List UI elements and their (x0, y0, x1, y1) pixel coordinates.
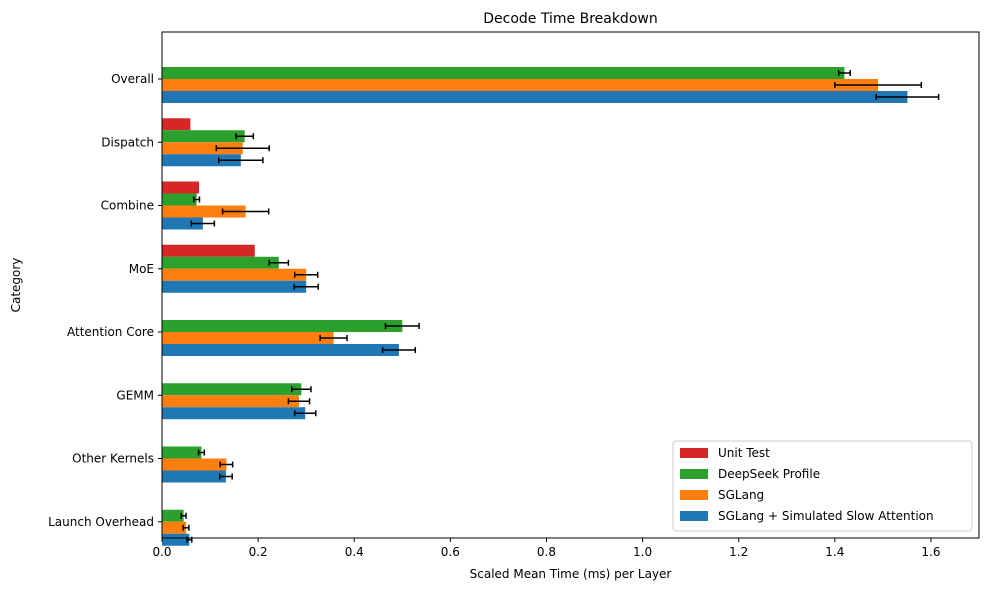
error-bar (192, 196, 201, 203)
bar-deepseek-profile-other-kernels (162, 446, 202, 459)
x-tick-label: 1.0 (633, 545, 652, 559)
y-tick-label: Combine (101, 199, 154, 213)
bars-layer (162, 67, 908, 546)
error-bar (190, 220, 216, 227)
error-bar (293, 410, 317, 417)
legend-swatch (680, 469, 708, 479)
error-bar (293, 271, 319, 278)
error-bar (834, 82, 923, 88)
legend-swatch (680, 511, 708, 521)
legend-item: Unit Test (680, 446, 770, 460)
bar-sglang-simulated-slow-attention-other-kernels (162, 470, 226, 483)
error-bar (217, 157, 264, 164)
x-tick-label: 1.4 (825, 545, 844, 559)
bar-sglang-gemm (162, 395, 299, 408)
error-bar (219, 461, 234, 468)
x-tick-label: 0.8 (537, 545, 556, 559)
bar-deepseek-profile-moe (162, 256, 279, 269)
error-bar (293, 283, 319, 290)
y-tick-label: Attention Core (67, 325, 154, 339)
x-tick-label: 0.6 (441, 545, 460, 559)
bar-sglang-simulated-slow-attention-dispatch (162, 154, 241, 167)
bar-deepseek-profile-dispatch (162, 130, 245, 143)
x-tick-label: 0.2 (249, 545, 268, 559)
legend-label: SGLang (718, 488, 764, 502)
bar-sglang-combine (162, 205, 246, 218)
error-bar (875, 94, 940, 100)
y-axis-ticks: Overall Dispatch Combine MoE Attention Core G… (48, 72, 162, 529)
bar-sglang-simulated-slow-attention-gemm (162, 407, 306, 420)
error-bar (384, 323, 420, 329)
chart-title: Decode Time Breakdown (483, 11, 657, 27)
x-tick-label: 1.2 (729, 545, 748, 559)
error-bar (182, 524, 190, 531)
bar-sglang-dispatch (162, 142, 243, 155)
y-axis-label: Category (9, 258, 23, 313)
y-tick-label: Other Kernels (72, 452, 154, 466)
bar-sglang-overall (162, 79, 879, 91)
y-tick-label: Overall (111, 72, 154, 86)
bar-sglang-simulated-slow-attention-attention-core (162, 344, 399, 356)
legend-swatch (680, 490, 708, 500)
plot-frame (161, 31, 980, 539)
legend-label: SGLang + Simulated Slow Attention (718, 509, 934, 523)
x-tick-label: 0.0 (152, 545, 171, 559)
legend-item: SGLang + Simulated Slow Attention (680, 509, 934, 523)
bar-sglang-moe (162, 268, 307, 281)
legend-item: SGLang (680, 488, 764, 502)
bar-sglang-other-kernels (162, 458, 227, 471)
x-axis-label: Scaled Mean Time (ms) per Layer (470, 567, 672, 581)
error-bar (287, 398, 311, 405)
error-bars-layer (180, 70, 940, 543)
error-bar (291, 386, 312, 393)
error-bar (218, 473, 233, 480)
bar-sglang-simulated-slow-attention-moe (162, 280, 307, 293)
bar-deepseek-profile-gemm (162, 383, 302, 396)
bar-sglang-simulated-slow-attention-overall (162, 91, 908, 103)
legend: Unit Test DeepSeek Profile SGLang SGLang + … (672, 440, 973, 532)
error-bar (837, 70, 851, 76)
error-bar (268, 259, 290, 266)
y-tick-label: MoE (129, 262, 154, 276)
bar-deepseek-profile-launch-overhead (162, 509, 184, 522)
legend-swatch (680, 448, 708, 458)
bar-unit-test-combine (162, 181, 200, 194)
bar-sglang-simulated-slow-attention-launch-overhead (162, 533, 190, 546)
y-tick-label: GEMM (116, 388, 154, 402)
bar-sglang-simulated-slow-attention-combine (162, 217, 203, 230)
y-tick-label: Launch Overhead (48, 515, 154, 529)
error-bar (221, 208, 270, 215)
y-tick-label: Dispatch (101, 135, 154, 149)
legend-box (672, 440, 973, 532)
x-tick-label: 0.4 (345, 545, 364, 559)
x-tick-label: 1.6 (921, 545, 940, 559)
legend-label: Unit Test (718, 446, 770, 460)
bar-sglang-attention-core (162, 332, 334, 344)
error-bar (235, 133, 255, 140)
legend-label: DeepSeek Profile (718, 467, 820, 481)
error-bar (215, 145, 270, 152)
legend-item: DeepSeek Profile (680, 467, 820, 481)
bar-unit-test-moe (162, 244, 255, 257)
bar-deepseek-profile-attention-core (162, 320, 403, 332)
bar-deepseek-profile-overall (162, 67, 845, 79)
x-axis-ticks: 0.0 0.2 0.4 0.6 0.8 1.0 1.2 1.4 1.6 (152, 538, 940, 559)
bar-deepseek-profile-combine (162, 193, 197, 206)
error-bar (197, 449, 206, 456)
error-bar (381, 347, 417, 353)
error-bar (319, 335, 348, 341)
bar-unit-test-dispatch (162, 118, 191, 131)
bar-sglang-launch-overhead (162, 521, 187, 534)
error-bar (180, 512, 187, 519)
